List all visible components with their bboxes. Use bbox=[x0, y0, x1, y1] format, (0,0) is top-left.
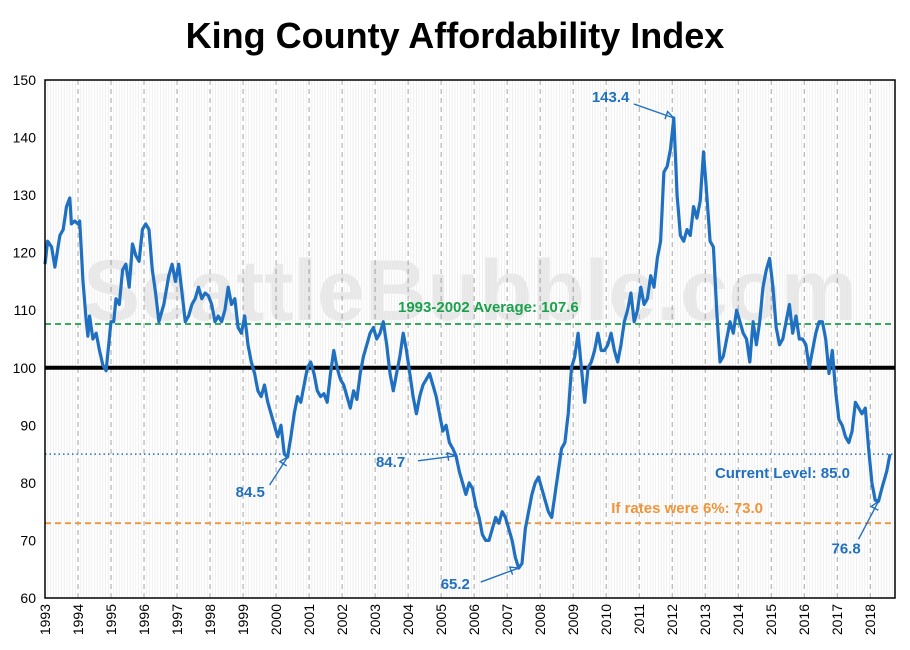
x-tick-label: 2005 bbox=[433, 604, 449, 635]
y-tick-label: 110 bbox=[14, 302, 37, 318]
annotation-arrow-2 bbox=[417, 455, 457, 462]
annotation-label-1: 84.5 bbox=[236, 484, 265, 501]
y-tick-label: 120 bbox=[13, 245, 37, 261]
y-tick-label: 90 bbox=[20, 417, 36, 433]
reference-label-1: 1993-2002 Average: 107.6 bbox=[398, 299, 579, 316]
x-tick-label: 2008 bbox=[532, 604, 548, 635]
x-tick-label: 2006 bbox=[466, 604, 482, 635]
x-tick-label: 1996 bbox=[136, 604, 152, 635]
plot-frame bbox=[44, 79, 896, 599]
x-tick-label: 1997 bbox=[169, 604, 185, 635]
x-tick-label: 2012 bbox=[664, 604, 680, 635]
x-tick-label: 2010 bbox=[598, 604, 614, 635]
annotation-arrow-1 bbox=[269, 456, 289, 486]
annotation-label-3: 65.2 bbox=[441, 576, 470, 593]
x-tick-label: 1998 bbox=[202, 604, 218, 635]
annotation-arrow-3 bbox=[480, 567, 519, 583]
gridlines bbox=[47, 80, 893, 598]
x-tick-label: 2013 bbox=[697, 604, 713, 635]
annotation-label-0: 143.4 bbox=[592, 89, 630, 106]
x-tick-label: 2016 bbox=[796, 604, 812, 635]
x-tick-label: 2001 bbox=[301, 604, 317, 635]
chart-title: King County Affordability Index bbox=[186, 15, 725, 56]
annotation-label-2: 84.7 bbox=[376, 454, 405, 471]
annotation-arrowhead-1 bbox=[278, 456, 288, 467]
y-tick-label: 130 bbox=[13, 187, 37, 203]
x-tick-label: 1993 bbox=[37, 604, 53, 635]
y-tick-label: 60 bbox=[20, 590, 36, 606]
x-tick-label: 2004 bbox=[400, 604, 416, 635]
annotation-arrow-0 bbox=[633, 103, 675, 119]
x-tick-label: 1994 bbox=[70, 604, 86, 635]
y-tick-label: 140 bbox=[13, 130, 37, 146]
x-tick-label: 2009 bbox=[565, 604, 581, 635]
y-tick-label: 80 bbox=[20, 475, 36, 491]
x-tick-label: 2003 bbox=[367, 604, 383, 635]
x-tick-label: 2018 bbox=[862, 604, 878, 635]
x-tick-label: 2015 bbox=[763, 604, 779, 635]
x-tick-label: 1995 bbox=[103, 604, 119, 635]
y-axis-ticks: 60 70 80 90 100 110 120 130 140 150 bbox=[13, 72, 37, 606]
y-tick-label: 100 bbox=[13, 360, 37, 376]
annotation-arrowhead-3 bbox=[508, 566, 519, 575]
x-tick-label: 2007 bbox=[499, 604, 515, 635]
annotation-arrow-4 bbox=[857, 500, 880, 540]
x-tick-label: 2002 bbox=[334, 604, 350, 635]
y-tick-label: 150 bbox=[13, 72, 37, 88]
annotation-arrowhead-0 bbox=[664, 110, 675, 120]
reference-label-2: Current Level: 85.0 bbox=[715, 465, 850, 482]
x-axis-ticks: 1993 1994 1995 1996 1997 1998 1999 2000 2001 2002… bbox=[37, 604, 878, 635]
series-layer bbox=[43, 116, 892, 570]
y-tick-label: 70 bbox=[20, 532, 36, 548]
annotation-label-4: 76.8 bbox=[831, 540, 860, 557]
annotation-arrowhead-2 bbox=[446, 451, 457, 461]
x-tick-label: 2014 bbox=[730, 604, 746, 635]
x-tick-label: 2011 bbox=[631, 604, 647, 634]
x-tick-label: 2017 bbox=[829, 604, 845, 635]
annotation-arrowhead-4 bbox=[869, 500, 879, 511]
annotations: 143.4 84.5 84.7 65.2 76.8 bbox=[236, 89, 880, 593]
reference-label-3: If rates were 6%: 73.0 bbox=[611, 500, 763, 517]
x-tick-label: 2000 bbox=[268, 604, 284, 635]
watermark: SeattleBubble.com bbox=[83, 243, 857, 339]
x-tick-label: 1999 bbox=[235, 604, 251, 635]
reference-lines: 1993-2002 Average: 107.6 Current Level: 8… bbox=[45, 299, 895, 525]
series-line-0 bbox=[43, 116, 892, 570]
